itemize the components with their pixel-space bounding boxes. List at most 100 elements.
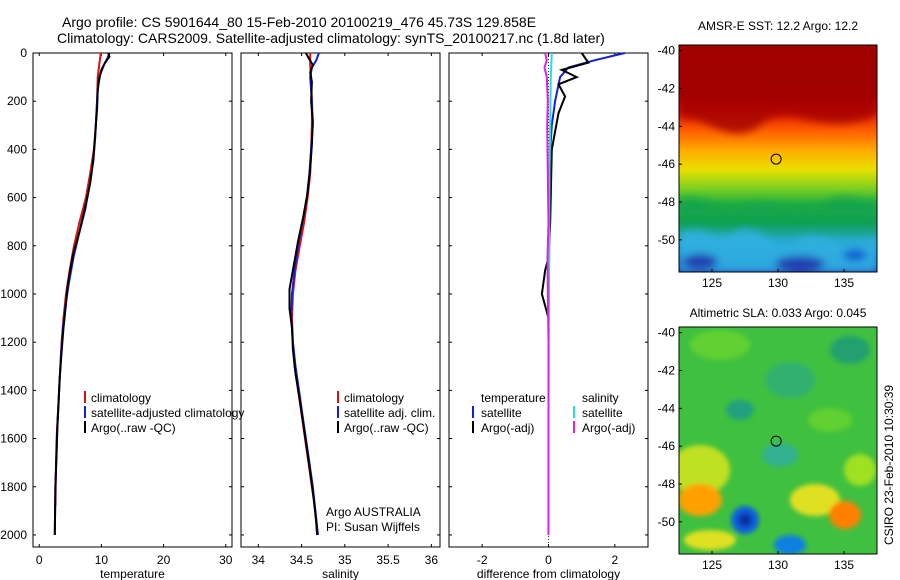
sla-blob [684,530,736,550]
y-tick-label: 1200 [0,335,27,349]
x-tick-label: 34 [252,553,266,567]
map-x-tick-label: 125 [702,276,722,290]
legend-entry: Argo(..raw -QC) [91,421,176,435]
map-x-tick-label: 135 [834,558,854,572]
header-line2: Climatology: CARS2009. Satellite-adjuste… [57,30,605,46]
temperature-panel: 0 200 400 600 800 1000 1200 1400 1600 1800 2000 0 10… [0,46,232,580]
map-y-tick-label: -42 [658,364,676,378]
difference-legend: temperature satellite Argo(-adj) salinit… [472,391,635,435]
series-line-2 [288,52,319,536]
legend-entry: satellite-adjusted climatology [91,406,244,420]
y-tick-label: 2000 [0,528,27,542]
x-tick-label: 35.5 [376,553,400,567]
legend-entry: satellite [582,406,623,420]
sla-blob [690,330,750,360]
series-line-3 [543,52,550,535]
sla-blob [679,445,730,495]
map-x-tick-label: 130 [768,276,788,290]
legend-entry: Argo(-adj) [582,421,635,435]
series-line-2 [53,52,111,536]
sst-cold-patch [843,249,867,261]
x-tick-label: 35 [338,553,352,567]
x-tick-label: 10 [95,553,109,567]
argo-position-marker [770,153,782,165]
sla-blob [738,513,752,527]
legend-swatch-sal-argo [573,421,575,433]
sst-cold-patch [682,254,718,270]
y-tick-label: 600 [7,191,27,205]
map-x-tick-label: 125 [702,558,722,572]
sla-map: Altimetric SLA: 0.033 Argo: 0.045 [658,306,878,572]
sst-warm-tongue [679,60,877,134]
x-tick-label: 30 [219,553,233,567]
annotation-agency: Argo AUSTRALIA [326,505,421,519]
legend-swatch-temp-argo [472,421,474,433]
map-y-tick-label: -40 [658,44,676,58]
legend-swatch-climatology [84,391,86,403]
legend-swatch-argo [84,421,86,433]
plot-frame [32,52,233,548]
x-tick-label: 34.5 [290,553,314,567]
sst-green-band [679,196,877,215]
sla-blob [829,501,861,529]
timestamp-stamp: CSIRO 23-Feb-2010 10:30:39 [882,385,896,545]
temperature-legend: climatology satellite-adjusted climatolo… [84,391,244,435]
y-tick-label: 400 [7,142,27,156]
x-axis-label: salinity [322,567,359,580]
legend-swatch-satellite [337,406,339,418]
x-tick-label: 0 [36,553,43,567]
legend-swatch-argo [337,421,339,433]
legend-entry: satellite adj. clim. [344,406,435,420]
legend-entry: climatology [344,391,404,405]
header-line1: Argo profile: CS 5901644_80 15-Feb-2010 … [62,14,536,30]
x-tick-label: 0 [545,553,552,567]
legend-entry: climatology [91,391,151,405]
sla-blob [765,362,815,398]
legend-swatch-climatology [337,391,339,403]
x-axis-label: temperature [100,567,165,580]
y-tick-label: 1800 [0,480,27,494]
salinity-panel: 34 34.5 35 35.5 36 salinity [240,52,441,580]
map-y-tick-label: -50 [658,515,676,529]
x-tick-label: 20 [157,553,171,567]
y-tick-label: 1600 [0,432,27,446]
argo-position-marker [770,435,782,447]
map-y-tick-label: -50 [658,233,676,247]
y-tick-label: 200 [7,94,27,108]
map-x-tick-label: 135 [834,276,854,290]
x-tick-label: 2 [611,553,618,567]
legend-entry: Argo(-adj) [481,421,534,435]
salinity-legend: climatology satellite adj. clim. Argo(..… [326,391,435,534]
map-y-tick-label: -42 [658,82,676,96]
map-y-tick-label: -40 [658,326,676,340]
y-tick-label: 800 [7,239,27,253]
sla-blob [790,484,840,516]
sst-map-title: AMSR-E SST: 12.2 Argo: 12.2 [698,19,858,33]
y-tick-label: 0 [20,46,27,60]
sla-blob [774,535,806,554]
legend-title-temperature: temperature [481,391,546,405]
x-tick-label: -2 [477,553,488,567]
y-tick-label: 1400 [0,383,27,397]
sla-blob [726,400,754,420]
map-x-tick-label: 130 [768,558,788,572]
annotation-pi: PI: Susan Wijffels [326,520,420,534]
sst-cyan-eddies [679,229,877,272]
plot-frame [240,52,441,548]
sla-blob [844,454,876,486]
x-axis-label: difference from climatology [477,567,620,580]
map-y-tick-label: -44 [658,401,676,415]
map-y-tick-label: -46 [658,157,676,171]
legend-swatch-temp-satellite [472,406,474,418]
sla-blob [679,484,722,516]
map-y-tick-label: -44 [658,119,676,133]
sla-blob [830,336,870,364]
sla-blob [808,408,852,432]
sla-map-title: Altimetric SLA: 0.033 Argo: 0.045 [690,306,867,320]
sst-map: AMSR-E SST: 12.2 Argo: 12.2 125 130 135 -40… [658,19,878,290]
legend-entry: Argo(..raw -QC) [344,421,429,435]
sst-cold-patch [775,256,825,272]
y-tick-label: 1000 [0,287,27,301]
